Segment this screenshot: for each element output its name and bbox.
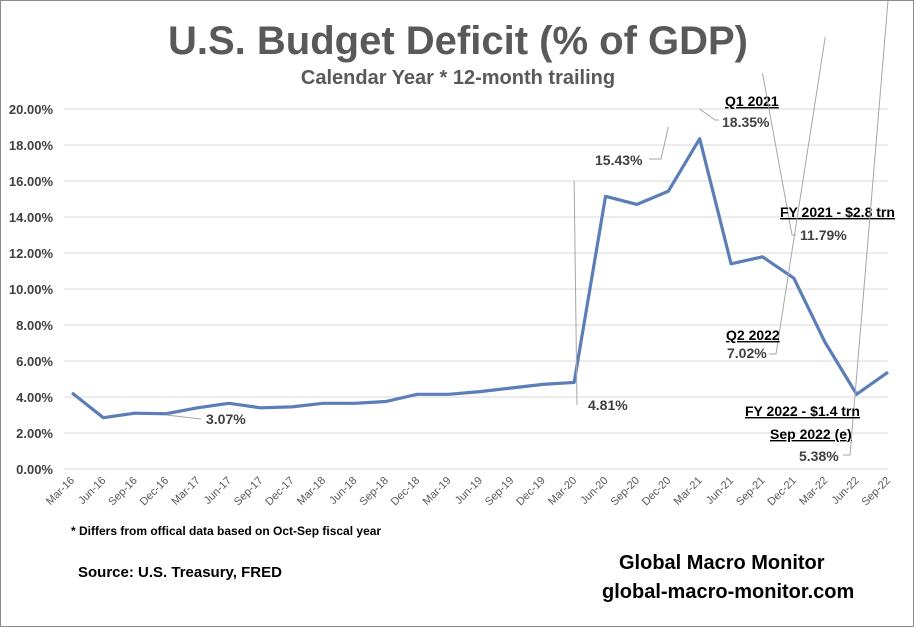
- annotation-subheading: Sep 2022 (e): [770, 426, 852, 442]
- y-tick-label: 10.00%: [9, 282, 54, 297]
- data-label: 4.81%: [588, 397, 628, 413]
- x-tick-label: Sep-21: [734, 475, 768, 509]
- x-tick-label: Sep-17: [232, 475, 266, 509]
- data-label: 15.43%: [595, 152, 643, 168]
- source-note: Source: U.S. Treasury, FRED: [78, 564, 282, 581]
- x-tick-label: Mar-19: [421, 475, 454, 508]
- x-tick-label: Jun-21: [704, 475, 736, 507]
- x-tick-label: Sep-16: [106, 475, 140, 509]
- annotation-leader-line: [769, 36, 826, 355]
- x-tick-label: Jun-19: [453, 475, 485, 507]
- annotation-leader-line: [166, 414, 202, 420]
- x-tick-label: Mar-18: [295, 475, 328, 508]
- chart-title: U.S. Budget Deficit (% of GDP): [168, 19, 748, 63]
- annotation-heading: Q2 2022: [726, 327, 780, 343]
- x-tick-label: Sep-22: [860, 475, 894, 509]
- brand-name: Global Macro Monitor: [619, 552, 825, 574]
- x-tick-label: Mar-21: [672, 475, 705, 508]
- x-tick-label: Dec-17: [263, 475, 297, 509]
- y-tick-label: 18.00%: [9, 138, 54, 153]
- annotation-leader-line: [843, 1, 889, 456]
- data-label: 5.38%: [799, 448, 839, 464]
- x-tick-label: Jun-20: [578, 475, 610, 507]
- x-tick-label: Dec-20: [640, 475, 674, 509]
- x-tick-label: Mar-20: [546, 475, 579, 508]
- x-tick-label: Jun-18: [327, 475, 359, 507]
- data-label: 7.02%: [727, 345, 767, 361]
- x-tick-label: Jun-17: [202, 475, 234, 507]
- annotation-heading: Q1 2021: [725, 93, 779, 109]
- footnote: * Differs from offical data based on Oct…: [71, 524, 382, 538]
- y-tick-label: 8.00%: [16, 318, 53, 333]
- x-tick-label: Dec-18: [389, 475, 423, 509]
- y-tick-label: 6.00%: [16, 354, 53, 369]
- annotation-leader-line: [699, 108, 719, 121]
- x-tick-label: Jun-16: [76, 475, 108, 507]
- x-tick-label: Dec-21: [765, 475, 799, 509]
- y-tick-label: 2.00%: [16, 426, 53, 441]
- y-tick-label: 12.00%: [9, 246, 54, 261]
- x-tick-label: Sep-18: [357, 475, 391, 509]
- data-label: 18.35%: [722, 114, 770, 130]
- data-label: 11.79%: [800, 227, 847, 243]
- y-tick-label: 4.00%: [16, 390, 53, 405]
- brand-site: global-macro-monitor.com: [602, 581, 855, 603]
- x-tick-label: Sep-20: [608, 475, 642, 509]
- annotation-leader-line: [573, 180, 578, 406]
- y-tick-label: 16.00%: [9, 174, 54, 189]
- annotation-heading: FY 2021 - $2.8 trn: [780, 204, 895, 220]
- annotation-leader-line: [649, 126, 669, 160]
- x-tick-label: Sep-19: [483, 475, 517, 509]
- y-tick-label: 0.00%: [16, 462, 53, 477]
- data-label: 3.07%: [206, 411, 246, 427]
- x-tick-label: Mar-17: [170, 475, 203, 508]
- x-tick-label: Dec-19: [514, 475, 548, 509]
- x-tick-label: Dec-16: [138, 475, 172, 509]
- y-tick-label: 14.00%: [9, 210, 54, 225]
- chart-subtitle: Calendar Year * 12-month trailing: [300, 67, 616, 89]
- y-tick-label: 20.00%: [9, 102, 54, 117]
- annotation-heading: FY 2022 - $1.4 trn: [745, 403, 860, 419]
- x-tick-label: Mar-16: [44, 475, 77, 508]
- x-tick-label: Jun-22: [829, 475, 861, 507]
- x-tick-label: Mar-22: [797, 475, 830, 508]
